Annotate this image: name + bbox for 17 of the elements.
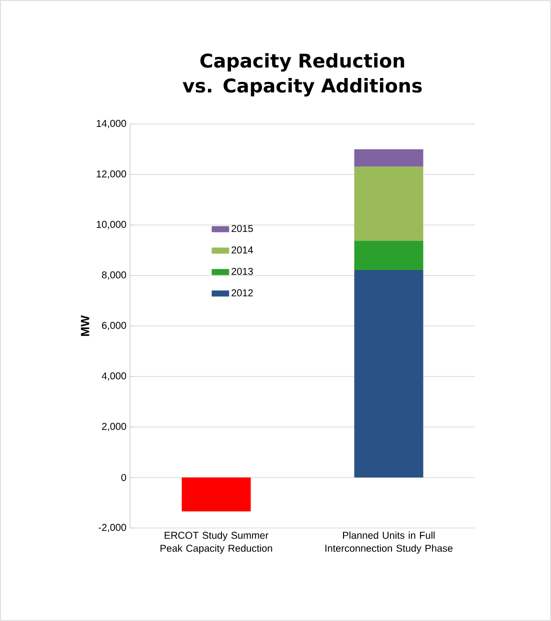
y-tick-label: 6,000: [102, 322, 126, 330]
y-tick-label: 0: [121, 474, 126, 482]
y-tick-label: 2,000: [102, 422, 126, 432]
chart-title: Capacity Reduction vs. Capacity Additions: [182, 53, 422, 96]
y-tick-label: 14,000: [96, 120, 126, 128]
y-tick-label: 12,000: [96, 170, 126, 179]
y-tick-label: 4,000: [102, 372, 126, 381]
x-tick-label: ERCOT Study Summer Peak Capacity Reduction: [160, 532, 272, 554]
legend-label: 2013: [232, 268, 253, 275]
legend-label: 2014: [232, 246, 253, 254]
y-tick-label: 8,000: [102, 271, 126, 280]
x-tick-label: Planned Units in Full Interconnection Study Phase: [325, 532, 453, 554]
y-axis-title: MW: [80, 315, 90, 336]
legend-label: 2012: [232, 289, 253, 296]
y-tick-label: 10,000: [96, 220, 126, 230]
legend-label: 2015: [232, 224, 253, 232]
y-tick-label: -2,000: [98, 524, 126, 532]
